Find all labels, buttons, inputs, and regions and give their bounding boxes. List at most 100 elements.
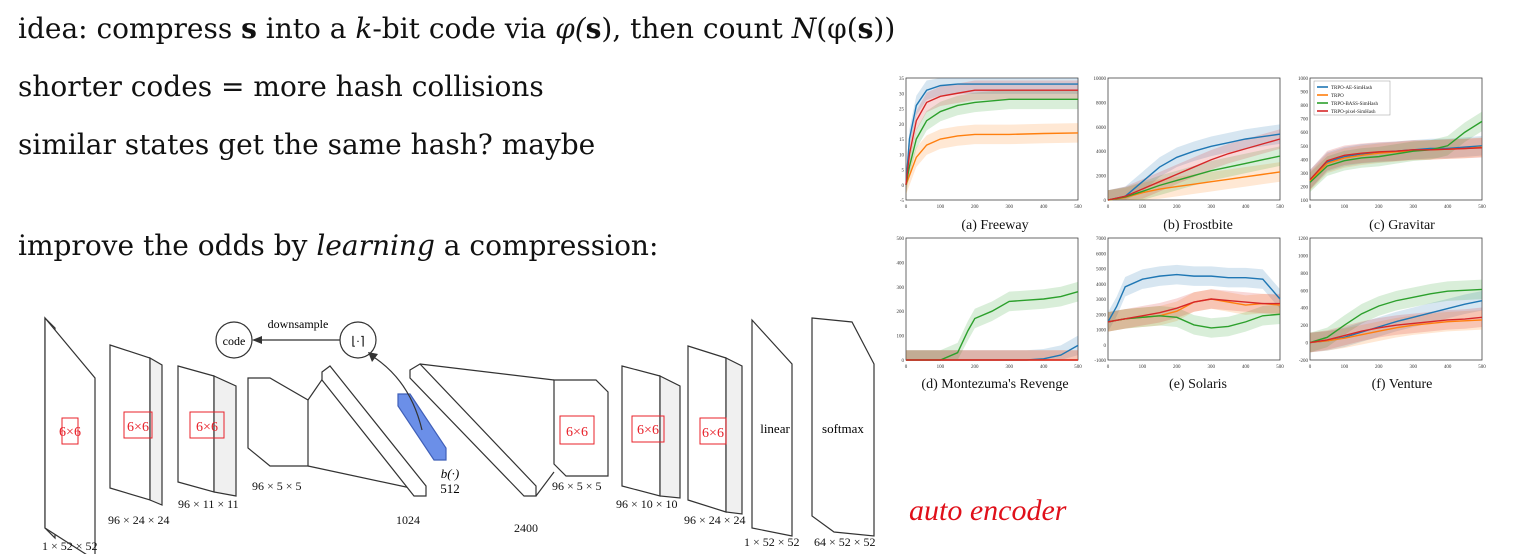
legend-label: TRPO-pixel-SimHash (1331, 110, 1376, 115)
y-tick-label: 100 (897, 335, 905, 340)
x-tick-label: 300 (1409, 365, 1417, 370)
y-tick-label: 4000 (1096, 150, 1107, 155)
legend-label: TRPO (1331, 94, 1344, 99)
y-tick-label: -200 (1299, 359, 1309, 364)
caption-solaris: (e) Solaris (1169, 377, 1227, 392)
series-band (906, 80, 1078, 195)
dim-label: 2400 (514, 521, 538, 535)
series-line (1107, 298, 1280, 323)
x-tick-label: 200 (1375, 205, 1383, 210)
y-tick-label: 3000 (1096, 298, 1107, 303)
caption-venture: (f) Venture (1371, 377, 1433, 392)
series-band (1108, 289, 1280, 332)
x-tick-label: 500 (1478, 365, 1486, 370)
state-symbol: s (585, 12, 602, 45)
x-tick-label: 100 (1139, 365, 1147, 370)
dim-label: 64 × 52 × 52 (814, 535, 876, 549)
handwritten-text: auto encoder (909, 494, 1067, 527)
handwritten-note: auto encoder (909, 494, 1067, 527)
series-band (1310, 137, 1482, 191)
y-tick-label: 300 (1301, 172, 1309, 177)
x-tick-label: 400 (1444, 205, 1452, 210)
y-tick-label: 400 (1301, 307, 1309, 312)
series-line (1309, 147, 1483, 181)
y-tick-label: 600 (1301, 289, 1309, 294)
x-tick-label: 300 (1207, 205, 1215, 210)
autoencoder-diagram: 6×6 6×6 6×6 6×6 6×6 6×6 code ⌊·⌉ downsam… (42, 316, 876, 554)
series-line (1107, 273, 1281, 323)
x-tick-label: 0 (1309, 365, 1312, 370)
y-tick-label: 700 (1301, 118, 1309, 123)
dim-label: 1 × 52 × 52 (744, 535, 800, 549)
series-band (906, 123, 1078, 195)
x-tick-label: 200 (971, 365, 979, 370)
idea-text: -bit code via (372, 12, 556, 45)
x-tick-label: 200 (1173, 205, 1181, 210)
series-band (906, 350, 1078, 360)
x-tick-label: 0 (905, 205, 908, 210)
kernel-label: 6×6 (637, 423, 659, 438)
x-tick-label: 500 (1074, 365, 1082, 370)
phi-symbol: φ( (555, 12, 586, 45)
y-tick-label: 5 (902, 169, 905, 174)
series-band (1108, 264, 1280, 332)
caption-montezuma: (d) Montezuma's Revenge (921, 377, 1069, 392)
kernel-label: 6×6 (702, 426, 724, 441)
x-tick-label: 0 (1107, 365, 1110, 370)
dim-label: 1024 (396, 513, 420, 527)
series-band (1310, 307, 1482, 353)
y-tick-label: 4000 (1096, 283, 1107, 288)
series-band (1108, 129, 1280, 200)
idea-text: (φ( (816, 12, 858, 45)
n-symbol: N (791, 12, 817, 45)
series-band (1310, 279, 1482, 353)
softmax-label: softmax (822, 421, 864, 436)
dim-label: 96 × 5 × 5 (552, 479, 602, 493)
y-tick-label: 600 (1301, 131, 1309, 136)
series-line (905, 83, 1078, 185)
series-line (1309, 319, 1483, 344)
x-tick-label: 100 (937, 365, 945, 370)
y-tick-label: 10 (899, 153, 905, 158)
dim-label: 96 × 24 × 24 (684, 513, 746, 527)
legend-label: TRPO-AE-SimHash (1331, 86, 1373, 91)
y-tick-label: 200 (1301, 185, 1309, 190)
state-symbol: s (857, 12, 874, 45)
y-tick-label: 400 (897, 261, 905, 266)
y-tick-label: 2000 (1096, 175, 1107, 180)
x-tick-label: 200 (1173, 365, 1181, 370)
legend-label: TRPO-BASS-SimHash (1331, 102, 1378, 107)
downsample-label: downsample (268, 317, 329, 331)
code-label: code (223, 334, 246, 348)
series-band (906, 281, 1078, 360)
x-tick-label: 300 (1207, 365, 1215, 370)
series-band (1108, 304, 1280, 338)
learning-word: learning (316, 229, 435, 262)
y-tick-label: 7000 (1096, 237, 1107, 242)
b-label: b(·) (441, 466, 459, 481)
y-tick-label: 2000 (1096, 313, 1107, 318)
y-tick-label: -5 (900, 199, 905, 204)
y-tick-label: 8000 (1096, 101, 1107, 106)
y-tick-label: 15 (899, 138, 905, 143)
series-band (1108, 289, 1280, 332)
dim-label: 1 × 52 × 52 (42, 539, 98, 553)
series-band (1108, 124, 1280, 200)
kernel-label: 6×6 (127, 420, 149, 435)
dim-label: 96 × 24 × 24 (108, 513, 170, 527)
linear-label: linear (760, 421, 790, 436)
caption-frostbite: (b) Frostbite (1163, 218, 1233, 233)
x-tick-label: 100 (1341, 365, 1349, 370)
x-tick-label: 400 (1040, 205, 1048, 210)
series-band (1108, 146, 1280, 200)
improve-odds-line: improve the odds by learning a compressi… (18, 229, 658, 263)
series-line (1309, 288, 1483, 344)
x-tick-label: 300 (1409, 205, 1417, 210)
series-line (906, 291, 1079, 361)
y-tick-label: 5000 (1096, 268, 1107, 273)
y-tick-label: 800 (1301, 272, 1309, 277)
idea-text: ), then count (601, 12, 792, 45)
plot-frame (1107, 237, 1281, 361)
dim-label: 96 × 5 × 5 (252, 479, 302, 493)
